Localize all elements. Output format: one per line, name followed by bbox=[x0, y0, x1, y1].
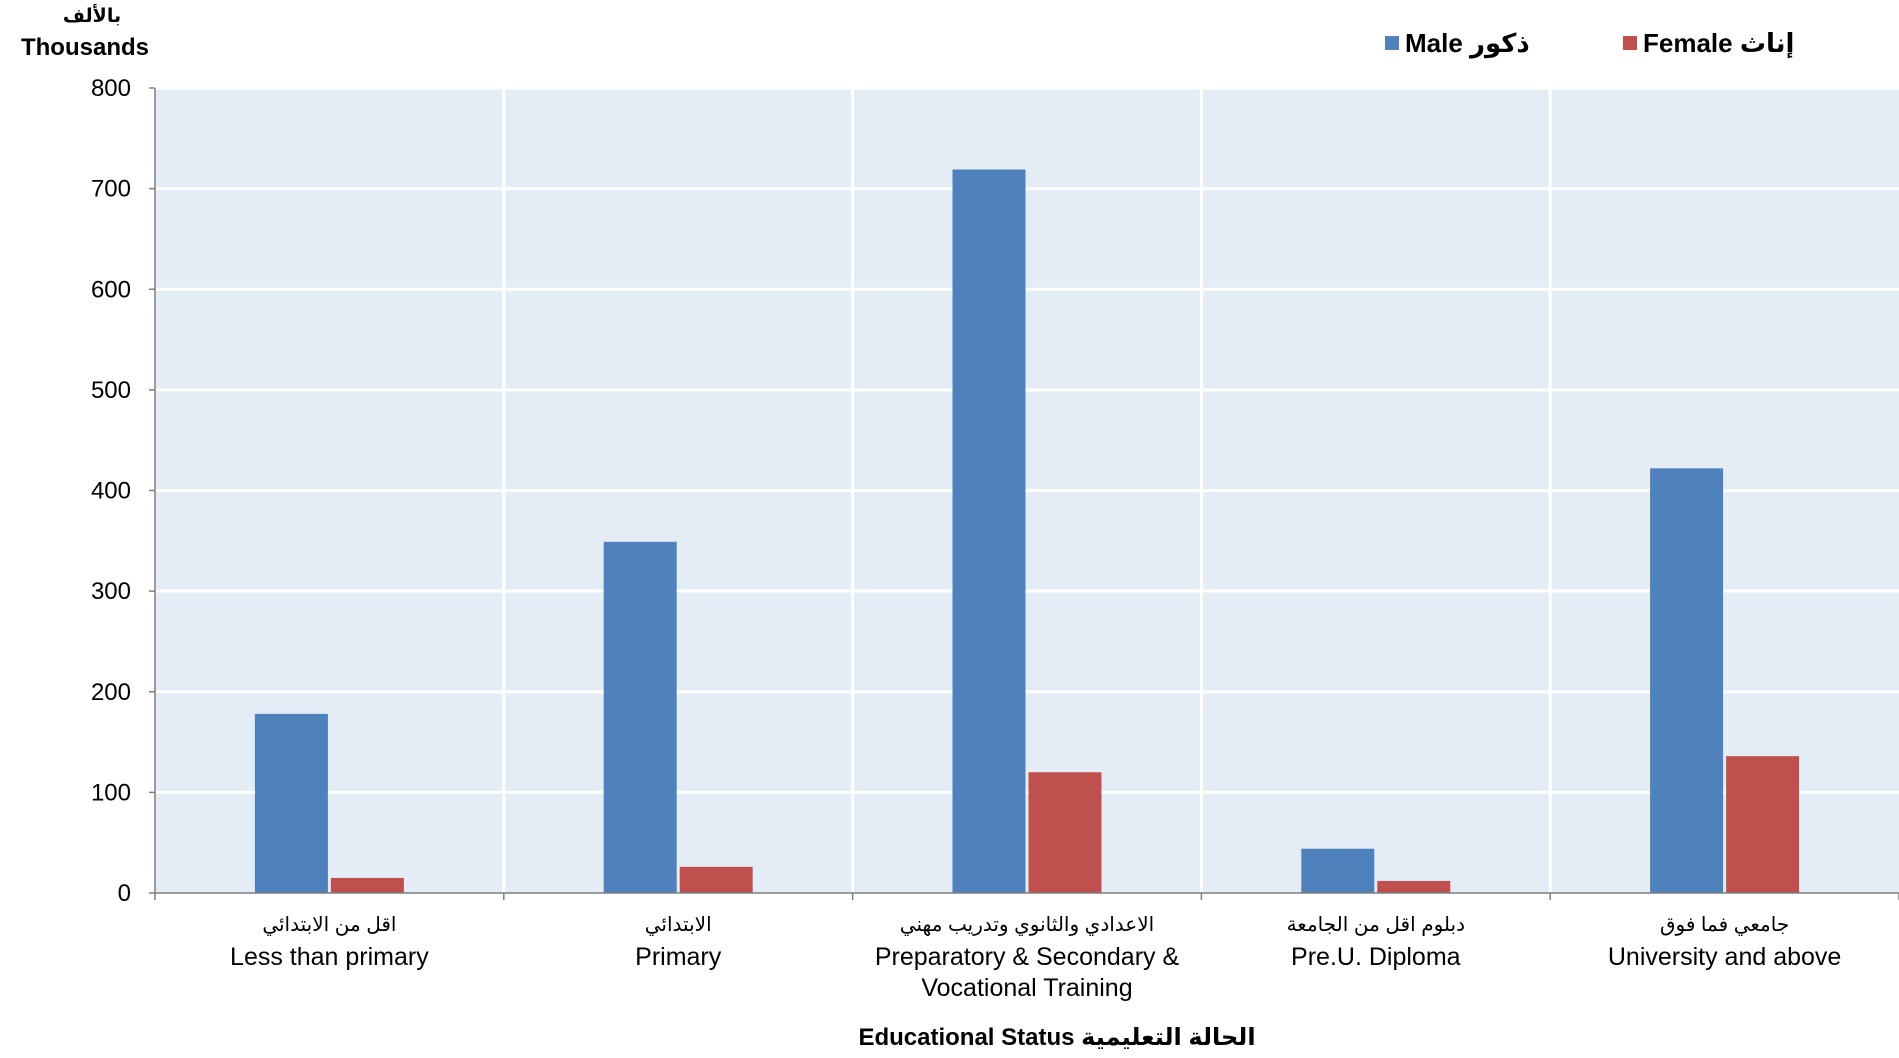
x-tick-label-english: University and above bbox=[1608, 943, 1841, 971]
x-tick-label-arabic: الابتدائي bbox=[645, 914, 712, 937]
y-unit-arabic: بالألف bbox=[63, 4, 121, 27]
bar-female bbox=[1377, 880, 1451, 893]
x-tick-label-arabic: الاعدادي والثانوي وتدريب مهني bbox=[900, 914, 1154, 937]
x-tick-label-english: Primary bbox=[635, 943, 722, 971]
bar-female bbox=[330, 877, 404, 893]
y-tick-label: 100 bbox=[91, 779, 131, 806]
y-unit-english: Thousands bbox=[21, 34, 149, 61]
y-tick-label: 0 bbox=[118, 880, 131, 907]
bar-male bbox=[603, 541, 677, 893]
grid-lines bbox=[155, 86, 1899, 893]
bar-male bbox=[952, 169, 1026, 894]
bar-male bbox=[254, 713, 328, 893]
y-tick-label: 400 bbox=[91, 478, 131, 505]
legend: Male ذكور Female إناث bbox=[1385, 28, 1794, 59]
y-tick-label: 300 bbox=[91, 578, 131, 605]
x-tick-label-arabic: جامعي فما فوق bbox=[1660, 914, 1789, 937]
axes bbox=[149, 87, 1899, 900]
x-tick-label-english: Pre.U. Diploma bbox=[1291, 943, 1461, 971]
bar-male bbox=[1301, 848, 1375, 893]
x-tick-label-english: Vocational Training bbox=[921, 974, 1132, 1002]
y-tick-labels: 0 100 200 300 400 500 600 700 800 bbox=[91, 75, 131, 907]
y-tick-label: 800 bbox=[91, 75, 131, 102]
x-axis-title: Educational Status الحالة التعليمية bbox=[858, 1024, 1255, 1051]
x-tick-label-english: Less than primary bbox=[230, 943, 429, 971]
y-tick-label: 200 bbox=[91, 679, 131, 706]
x-tick-labels: اقل من الابتدائي Less than primary الابتدا… bbox=[230, 914, 1841, 1002]
y-tick-label: 700 bbox=[91, 176, 131, 203]
bars bbox=[254, 169, 1800, 894]
bar-female bbox=[1726, 756, 1800, 893]
bar-female bbox=[1028, 772, 1102, 893]
bar-male bbox=[1650, 468, 1724, 893]
y-tick-label: 600 bbox=[91, 276, 131, 303]
x-tick-label-arabic: دبلوم اقل من الجامعة bbox=[1287, 914, 1465, 936]
legend-swatch bbox=[1623, 36, 1637, 50]
legend-label: Female إناث bbox=[1643, 28, 1794, 59]
bar-female bbox=[679, 866, 753, 893]
legend-label: Male ذكور bbox=[1405, 28, 1530, 59]
y-tick-label: 500 bbox=[91, 377, 131, 404]
legend-swatch bbox=[1385, 36, 1399, 50]
x-tick-label-english: Preparatory & Secondary & bbox=[875, 943, 1180, 971]
x-tick-label-arabic: اقل من الابتدائي bbox=[262, 914, 396, 937]
